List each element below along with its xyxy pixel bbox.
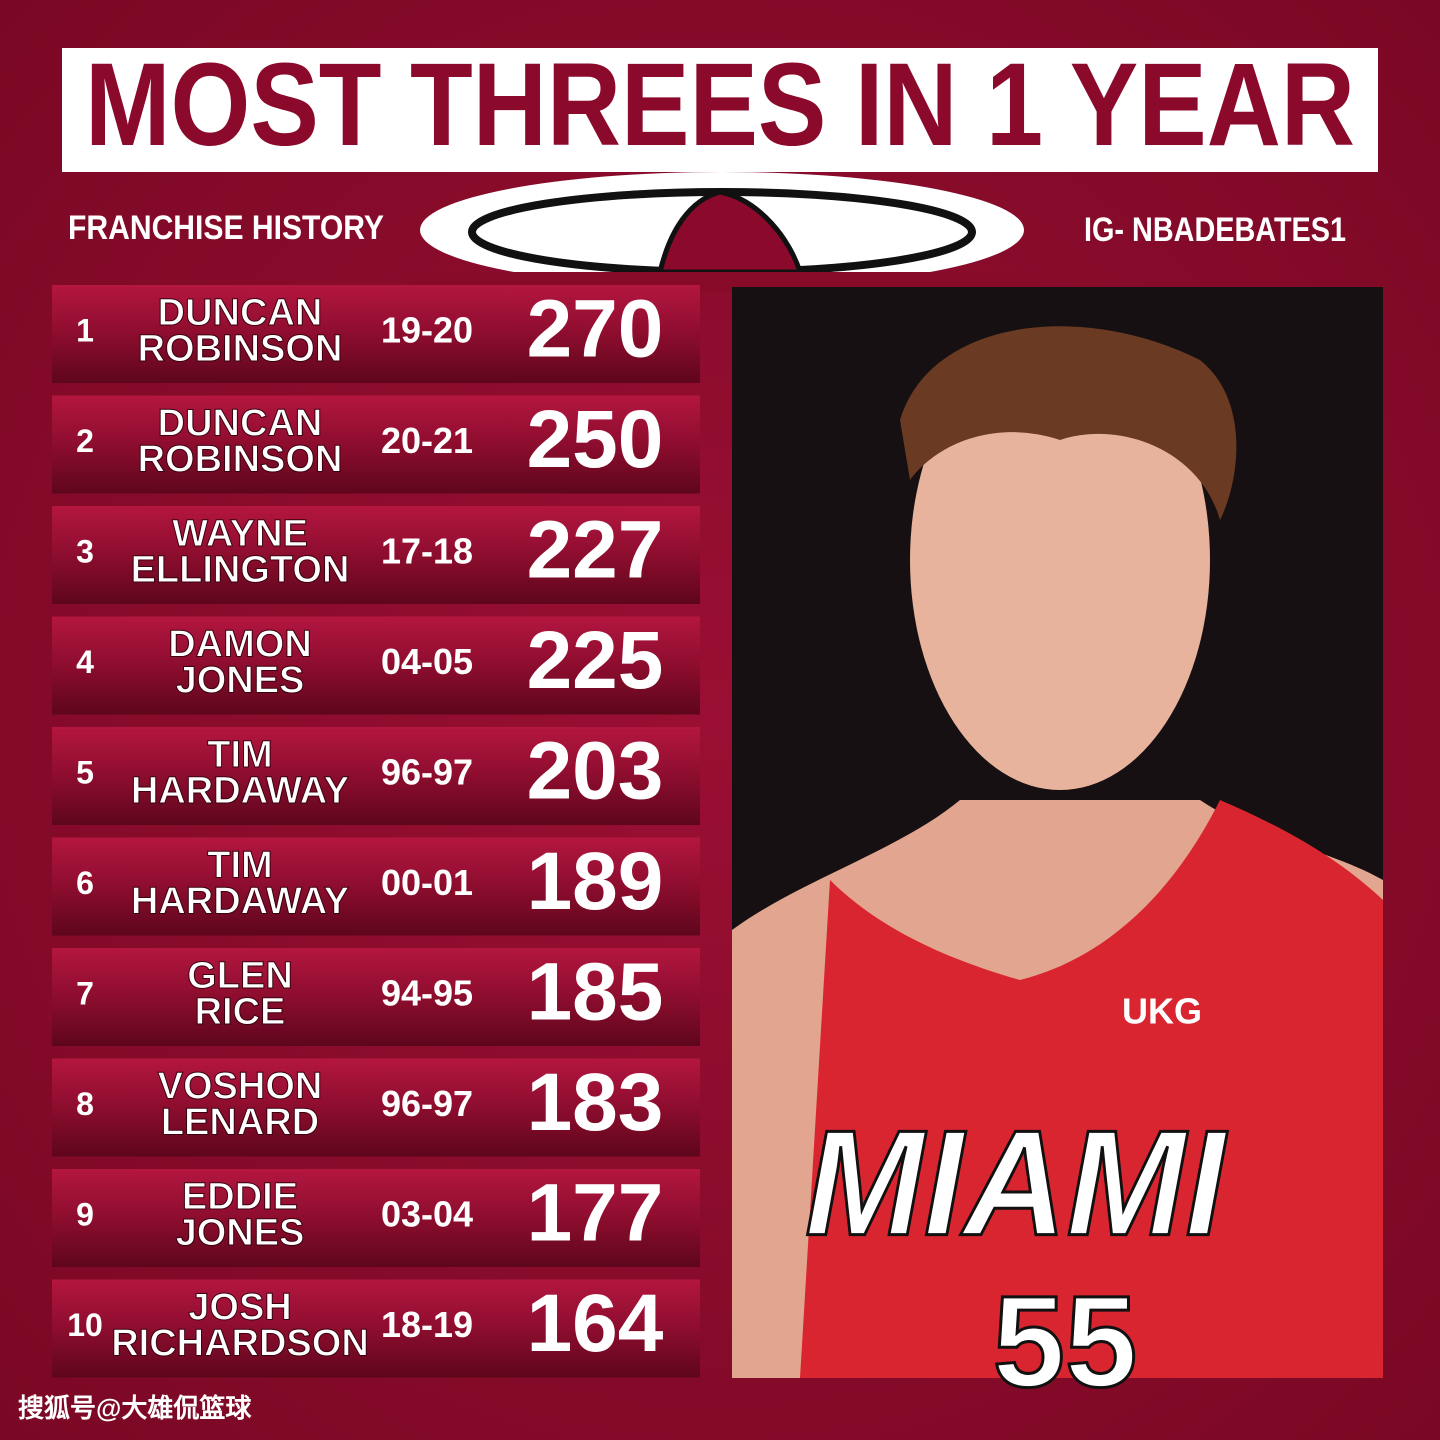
jersey-number: 55 [993,1268,1138,1414]
player-name: TIM [207,734,272,776]
threes: 164 [527,1278,664,1369]
table-row [52,395,700,494]
season: 17-18 [381,531,473,572]
player-name: LENARD [161,1102,319,1144]
player-name: JONES [176,1212,305,1254]
threes: 183 [527,1057,664,1148]
jersey [800,800,1383,1378]
rank: 3 [76,533,94,569]
jersey-sponsor: UKG [1122,991,1202,1032]
season: 20-21 [381,420,473,461]
title-box [62,48,1378,172]
season: 03-04 [381,1194,473,1235]
player-name: WAYNE [172,513,308,555]
table-row [52,1279,700,1378]
player-name: RICE [195,991,286,1033]
table-row [52,948,700,1046]
player-name: DUNCAN [158,292,323,334]
watermark: 搜狐号@大雄侃篮球 [18,1393,252,1423]
rank: 9 [76,1196,94,1232]
threes: 185 [527,947,664,1038]
player-name: EDDIE [182,1176,298,1218]
player-name: RICHARDSON [111,1323,369,1365]
season: 04-05 [381,641,473,682]
rank: 6 [76,865,94,901]
player-name: HARDAWAY [131,770,349,812]
photo: UKG MIAMI 55 [732,287,1383,1416]
handle: IG- NBADEBATES1 [1084,211,1346,249]
face [910,330,1210,790]
rank: 5 [76,754,94,790]
player-name: ELLINGTON [131,549,350,591]
season: 96-97 [381,1083,473,1124]
table-row [52,285,700,383]
season: 96-97 [381,752,473,793]
season: 19-20 [381,310,473,351]
rank: 4 [76,644,94,680]
player-name: ROBINSON [138,439,343,481]
logo-flame [656,189,804,275]
player-name: ROBINSON [138,328,343,370]
rank: 7 [76,975,94,1011]
rank: 2 [76,423,94,459]
rank: 8 [76,1086,94,1122]
table-row [52,837,700,936]
threes: 227 [527,505,664,596]
player-name: TIM [207,845,272,887]
player-name: GLEN [187,955,293,997]
subtitle: FRANCHISE HISTORY [68,209,384,247]
player-name: DAMON [168,624,312,666]
threes: 189 [527,836,664,927]
threes: 203 [527,726,664,817]
rank: 1 [76,312,94,348]
season: 00-01 [381,862,473,903]
table-row [52,616,700,715]
hair [900,326,1237,520]
season: 18-19 [381,1304,473,1345]
threes: 225 [527,615,664,706]
player-name: JONES [176,660,305,702]
player-name: HARDAWAY [131,881,349,923]
threes: 177 [527,1168,664,1259]
title: MOST THREES IN 1 YEAR [85,39,1355,171]
rank: 10 [67,1307,103,1343]
player-name: DUNCAN [158,403,323,445]
threes: 270 [527,284,664,375]
player-name: VOSHON [158,1066,323,1108]
table-row [52,1169,700,1267]
season: 94-95 [381,973,473,1014]
table-row [52,506,700,604]
table-row [52,727,700,825]
threes: 250 [527,394,664,485]
player-name: JOSH [188,1287,291,1329]
table-row [52,1058,700,1157]
jersey-team: MIAMI [805,1099,1228,1267]
